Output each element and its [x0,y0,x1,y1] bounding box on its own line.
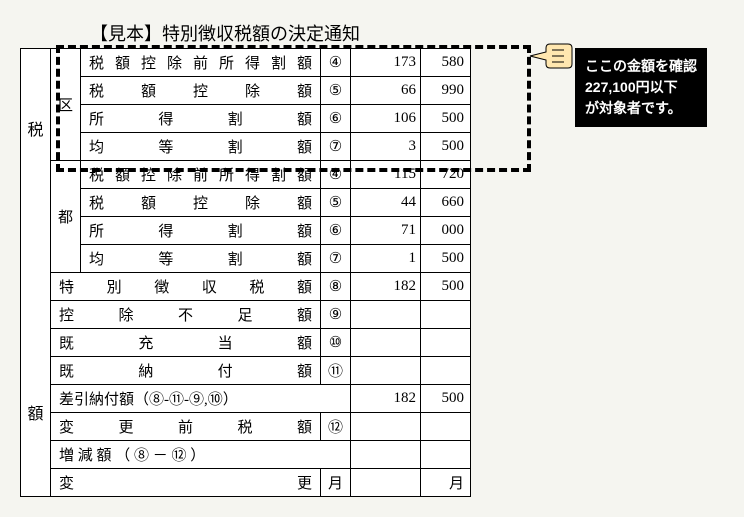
row-val1 [351,469,421,497]
row-label: 所 得 割 額 [81,217,321,245]
page-title: 【見本】特別徴収税額の決定通知 [90,20,724,46]
row-val2: 500 [421,273,471,301]
tax-table: 税額 区 税額控除前所得割額 ④ 173 580 税 額 控 除 額 ⑤ 66 … [20,48,471,497]
row-val2: 720 [421,161,471,189]
row-val2: 000 [421,217,471,245]
row-val1 [351,301,421,329]
row-circ: ⑨ [321,301,351,329]
row-circ: ⑤ [321,189,351,217]
row-val1 [351,357,421,385]
row-circ: ⑤ [321,77,351,105]
row-label: 税 額 控 除 額 [81,189,321,217]
row-circ: ⑩ [321,329,351,357]
row-val2 [421,301,471,329]
row-val2: 580 [421,49,471,77]
row-label: 変 更 前 税 額 [51,413,321,441]
row-val2: 500 [421,245,471,273]
row-circ: 月 [321,469,351,497]
pointer-hand-icon [528,42,574,77]
row-val2: 660 [421,189,471,217]
callout-line: が対象者です。 [585,98,697,119]
row-circ: ⑧ [321,273,351,301]
row-val2 [421,357,471,385]
row-label: 差引納付額（⑧-⑪-⑨,⑩） [51,385,351,413]
row-val2 [421,329,471,357]
callout-line: ここの金額を確認 [585,56,697,77]
row-circ: ⑦ [321,133,351,161]
row-label: 税額控除前所得割額 [81,49,321,77]
row-val2: 月 [421,469,471,497]
row-label: 均 等 割 額 [81,245,321,273]
sub-header-ku: 区 [51,49,81,161]
row-val2 [421,413,471,441]
row-val1 [351,413,421,441]
row-val2 [421,441,471,469]
row-circ: ⑥ [321,217,351,245]
row-val2: 500 [421,133,471,161]
row-val1: 106 [351,105,421,133]
row-circ: ④ [321,49,351,77]
row-val1: 44 [351,189,421,217]
row-circ: ⑫ [321,413,351,441]
row-val1 [351,441,421,469]
row-label: 変 更 [51,469,321,497]
row-val1: 1 [351,245,421,273]
sub-header-to: 都 [51,161,81,273]
row-val2: 500 [421,385,471,413]
left-header: 税額 [21,49,51,497]
row-circ: ⑦ [321,245,351,273]
row-val1: 182 [351,273,421,301]
row-label: 税 額 控 除 額 [81,77,321,105]
row-val1: 182 [351,385,421,413]
row-label: 既 充 当 額 [51,329,321,357]
row-val2: 990 [421,77,471,105]
row-val1 [351,329,421,357]
row-label: 均 等 割 額 [81,133,321,161]
row-label: 税額控除前所得割額 [81,161,321,189]
row-val1: 173 [351,49,421,77]
row-val1: 3 [351,133,421,161]
row-label: 特 別 徴 収 税 額 [51,273,321,301]
callout-box: ここの金額を確認 227,100円以下 が対象者です。 [575,48,707,127]
row-label: 増 減 額 （ ⑧ － ⑫ ） [51,441,351,469]
row-val1: 71 [351,217,421,245]
row-label: 既 納 付 額 [51,357,321,385]
row-val1: 66 [351,77,421,105]
row-circ: ⑥ [321,105,351,133]
row-val2: 500 [421,105,471,133]
row-circ: ⑪ [321,357,351,385]
row-label: 所 得 割 額 [81,105,321,133]
row-val1: 115 [351,161,421,189]
row-circ: ④ [321,161,351,189]
row-label: 控 除 不 足 額 [51,301,321,329]
callout-line: 227,100円以下 [585,77,697,98]
